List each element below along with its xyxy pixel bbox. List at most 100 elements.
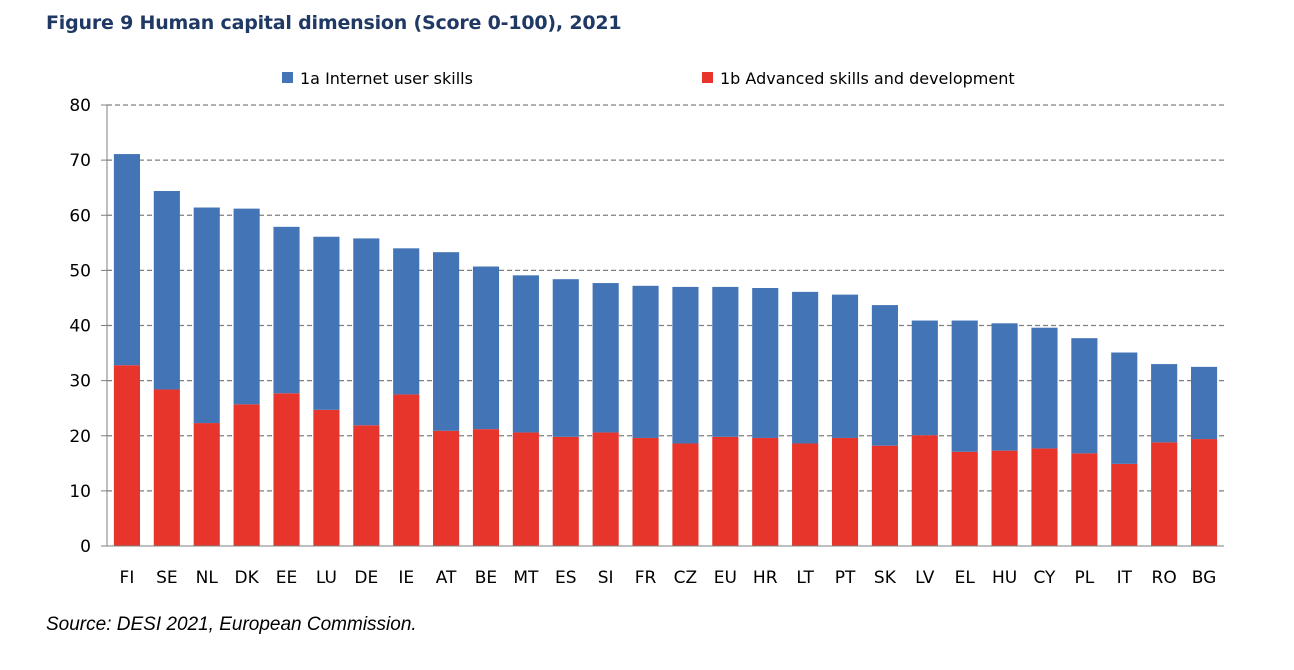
x-tick-label: SE — [156, 568, 178, 588]
bar-internet-user-skills-hu — [991, 323, 1018, 451]
x-tick-label: LT — [796, 568, 814, 588]
bar-advanced-skills-lt — [792, 443, 819, 546]
legend-swatch — [282, 72, 293, 83]
y-tick-label: 80 — [69, 96, 91, 116]
bar-advanced-skills-at — [433, 430, 460, 546]
bar-advanced-skills-de — [353, 425, 380, 546]
x-tick-label: HU — [992, 568, 1017, 588]
legend-item-advanced-skills: 1b Advanced skills and development — [702, 69, 1015, 88]
x-tick-label: NL — [196, 568, 219, 588]
bar-internet-user-skills-se — [153, 190, 180, 390]
bar-internet-user-skills-nl — [193, 207, 220, 424]
legend-swatch — [702, 72, 713, 83]
x-tick-label: EU — [714, 568, 737, 588]
bar-internet-user-skills-ie — [393, 248, 420, 395]
bar-advanced-skills-ro — [1151, 442, 1178, 546]
x-tick-label: AT — [436, 568, 457, 588]
bar-advanced-skills-es — [552, 436, 579, 546]
bar-advanced-skills-cz — [672, 443, 699, 546]
bar-advanced-skills-fi — [113, 365, 141, 546]
bar-internet-user-skills-hr — [752, 288, 779, 438]
bar-internet-user-skills-cy — [1031, 327, 1058, 449]
bar-internet-user-skills-eu — [712, 286, 739, 437]
bar-internet-user-skills-ee — [273, 226, 300, 394]
legend-item-internet-user-skills: 1a Internet user skills — [282, 69, 473, 88]
bar-internet-user-skills-el — [951, 320, 978, 452]
bar-advanced-skills-dk — [233, 404, 260, 546]
x-tick-label: SI — [598, 568, 614, 588]
bar-internet-user-skills-bg — [1190, 366, 1218, 440]
y-tick-label: 10 — [69, 482, 91, 502]
x-tick-label: PL — [1075, 568, 1095, 588]
bar-internet-user-skills-pl — [1071, 338, 1098, 454]
x-tick-label: MT — [513, 568, 539, 588]
legend: 1a Internet user skills 1b Advanced skill… — [282, 69, 1015, 88]
x-tick-label: IT — [1117, 568, 1133, 588]
x-tick-label: DK — [235, 568, 260, 588]
legend-label: 1b Advanced skills and development — [720, 69, 1015, 88]
y-tick-label: 40 — [69, 317, 91, 337]
bar-internet-user-skills-de — [353, 238, 380, 426]
bar-internet-user-skills-mt — [512, 275, 539, 433]
bar-internet-user-skills-at — [433, 252, 460, 431]
bar-advanced-skills-it — [1111, 463, 1138, 546]
axes: 0 10 20 30 40 50 60 70 80 FI SE NL DK EE LU DE IE AT BE MT E… — [69, 96, 1224, 588]
bar-internet-user-skills-sk — [871, 305, 898, 446]
y-tick-label: 0 — [80, 537, 91, 557]
bar-advanced-skills-se — [153, 389, 180, 546]
bar-advanced-skills-fr — [632, 437, 659, 546]
x-tick-label: FI — [120, 568, 135, 588]
x-tick-label: HR — [753, 568, 778, 588]
x-tick-label: PT — [835, 568, 856, 588]
bar-advanced-skills-bg — [1190, 439, 1218, 546]
y-tick-label: 50 — [69, 261, 91, 281]
y-tick-label: 70 — [69, 151, 91, 171]
bar-advanced-skills-mt — [512, 432, 539, 546]
source-note: Source: DESI 2021, European Commission. — [46, 614, 417, 635]
bar-internet-user-skills-lv — [911, 320, 938, 436]
x-tick-label: IE — [398, 568, 414, 588]
x-tick-label: LV — [915, 568, 935, 588]
bar-internet-user-skills-fr — [632, 285, 659, 438]
bar-internet-user-skills-ro — [1151, 364, 1178, 443]
bar-internet-user-skills-cz — [672, 286, 699, 444]
y-tick-label: 60 — [69, 206, 91, 226]
bar-internet-user-skills-dk — [233, 208, 260, 405]
y-tick-label: 30 — [69, 372, 91, 392]
x-tick-label: SK — [874, 568, 897, 588]
bar-internet-user-skills-es — [552, 279, 579, 437]
bar-advanced-skills-ee — [273, 393, 300, 546]
bar-advanced-skills-nl — [193, 423, 220, 546]
bar-internet-user-skills-lu — [313, 236, 340, 410]
stacked-bar-chart: 0 10 20 30 40 50 60 70 80 FI SE NL DK EE LU DE IE AT BE MT E… — [69, 69, 1224, 588]
x-tick-label: LU — [316, 568, 337, 588]
bar-advanced-skills-hu — [991, 450, 1018, 546]
bar-internet-user-skills-be — [472, 266, 500, 430]
bar-advanced-skills-si — [592, 432, 619, 546]
x-tick-label: CY — [1033, 568, 1056, 588]
bar-internet-user-skills-si — [592, 283, 619, 433]
legend-label: 1a Internet user skills — [300, 69, 473, 88]
bar-advanced-skills-pl — [1071, 453, 1098, 546]
bar-advanced-skills-ie — [393, 394, 420, 546]
x-tick-label: EL — [955, 568, 976, 588]
x-tick-label: EE — [276, 568, 297, 588]
bar-advanced-skills-be — [472, 429, 500, 546]
x-tick-label: DE — [354, 568, 378, 588]
x-tick-label: RO — [1152, 568, 1177, 588]
bar-advanced-skills-lv — [911, 435, 938, 546]
bar-advanced-skills-eu — [712, 436, 739, 546]
bar-advanced-skills-pt — [831, 437, 859, 546]
y-tick-label: 20 — [69, 427, 91, 447]
bar-internet-user-skills-lt — [792, 291, 819, 444]
bar-advanced-skills-hr — [752, 437, 779, 546]
bar-advanced-skills-lu — [313, 409, 340, 546]
x-tick-label: FR — [635, 568, 657, 588]
x-tick-label: CZ — [674, 568, 698, 588]
bar-internet-user-skills-fi — [113, 154, 141, 366]
bar-advanced-skills-el — [951, 451, 978, 546]
x-tick-label: BG — [1192, 568, 1217, 588]
x-tick-label: ES — [555, 568, 577, 588]
figure-title: Figure 9 Human capital dimension (Score … — [46, 12, 622, 34]
bar-advanced-skills-sk — [871, 445, 898, 546]
